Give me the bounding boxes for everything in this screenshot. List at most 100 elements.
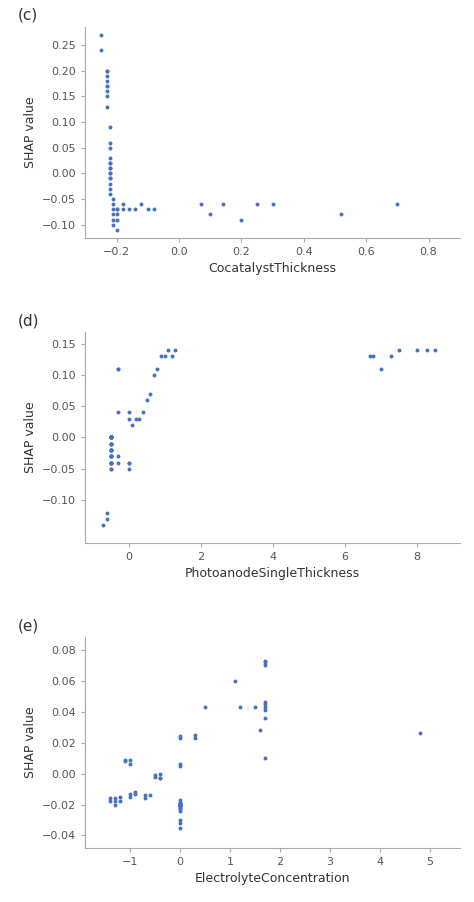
Point (107, 430, 114, 445)
Point (143, 392, 150, 407)
Point (131, 785, 139, 799)
Point (119, 202, 127, 216)
Point (253, 197, 261, 211)
Point (261, 703, 269, 717)
Point (107, 430, 114, 445)
Point (109, 212, 117, 226)
Point (413, 343, 420, 357)
Point (125, 202, 133, 216)
Point (176, 796, 184, 810)
Point (176, 804, 184, 818)
Point (109, 217, 117, 232)
Point (103, 89, 111, 104)
Point (151, 769, 159, 784)
Point (107, 462, 114, 476)
Point (370, 349, 377, 364)
Point (176, 813, 184, 827)
Point (107, 449, 114, 464)
Point (107, 449, 114, 464)
Point (144, 202, 152, 216)
Point (107, 166, 114, 180)
Point (111, 797, 119, 812)
Point (137, 197, 145, 211)
Point (150, 202, 158, 216)
Point (107, 430, 114, 445)
Point (337, 207, 345, 222)
Point (107, 430, 114, 445)
Point (100, 518, 107, 532)
Point (125, 462, 132, 476)
Point (393, 197, 401, 211)
Point (237, 212, 245, 226)
Point (125, 456, 132, 470)
Point (109, 207, 117, 222)
Point (107, 443, 114, 457)
Point (197, 197, 205, 211)
Point (107, 437, 114, 451)
Point (261, 655, 269, 669)
Point (107, 430, 114, 445)
Point (107, 795, 114, 809)
Point (127, 757, 134, 771)
Point (176, 797, 184, 812)
Point (127, 752, 134, 767)
Point (176, 816, 184, 831)
Point (377, 362, 384, 376)
Point (107, 449, 114, 464)
Point (113, 207, 120, 222)
Y-axis label: SHAP value: SHAP value (24, 707, 36, 778)
Point (114, 405, 121, 419)
Point (107, 456, 114, 470)
Point (121, 754, 129, 769)
Point (107, 171, 114, 186)
Point (424, 343, 431, 357)
Y-axis label: SHAP value: SHAP value (24, 401, 37, 474)
Point (156, 771, 164, 786)
Point (261, 658, 269, 673)
Point (176, 793, 184, 807)
Point (103, 511, 111, 526)
Point (113, 212, 120, 226)
Point (206, 207, 214, 222)
Point (107, 135, 114, 150)
Point (237, 700, 244, 714)
Point (146, 386, 154, 400)
Point (191, 731, 199, 745)
Point (107, 120, 114, 134)
Point (113, 223, 120, 237)
Point (114, 362, 121, 376)
Point (261, 653, 269, 667)
Point (141, 791, 149, 805)
Point (176, 800, 184, 815)
Point (97, 43, 105, 58)
Point (261, 750, 269, 765)
Point (117, 795, 124, 809)
Point (416, 726, 424, 741)
Point (176, 797, 184, 812)
Point (201, 700, 209, 714)
Point (117, 789, 124, 804)
X-axis label: PhotoanodeSingleThickness: PhotoanodeSingleThickness (185, 567, 360, 580)
Point (107, 443, 114, 457)
Text: (e): (e) (18, 618, 39, 633)
Point (132, 411, 139, 426)
Point (156, 771, 164, 786)
Point (157, 349, 165, 364)
Point (251, 700, 259, 714)
Point (107, 430, 114, 445)
Point (150, 368, 157, 382)
Point (107, 161, 114, 176)
Text: (d): (d) (18, 313, 39, 328)
Point (111, 795, 119, 809)
Point (107, 449, 114, 464)
Point (131, 787, 139, 801)
Point (164, 343, 172, 357)
Point (107, 187, 114, 201)
Point (125, 411, 132, 426)
Point (176, 799, 184, 814)
Point (114, 362, 121, 376)
Point (103, 63, 111, 78)
Point (107, 443, 114, 457)
Point (103, 99, 111, 114)
Point (103, 84, 111, 98)
